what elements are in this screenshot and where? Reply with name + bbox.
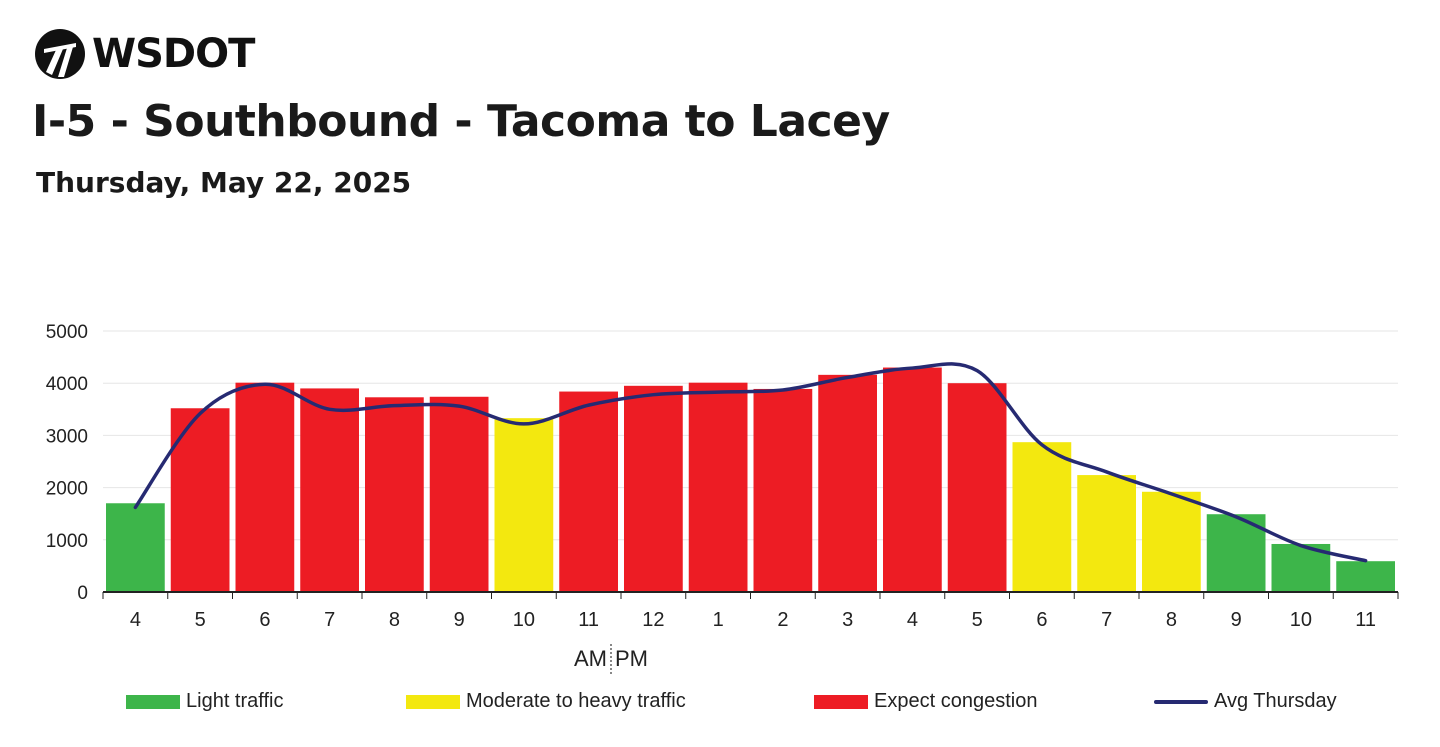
y-tick-label: 0 <box>77 583 88 604</box>
legend-label-avg: Avg Thursday <box>1214 690 1337 712</box>
legend-swatch-light <box>126 694 180 709</box>
wsdot-logo: WSDOT <box>34 28 255 80</box>
x-tick-label: 6 <box>1036 609 1047 631</box>
chart-legend: Light traffic Moderate to heavy traffic … <box>0 690 1440 720</box>
grid-lines <box>103 330 1398 541</box>
x-tick-label: 5 <box>195 609 206 631</box>
bar-congestion <box>883 367 942 592</box>
x-tick-label: 10 <box>1290 609 1312 631</box>
bar-congestion <box>624 385 683 592</box>
avg-thursday-line <box>133 362 1368 563</box>
y-axis-ticks: 0 1000 2000 3000 4000 5000 <box>46 322 88 604</box>
x-tick-label: 8 <box>389 609 400 631</box>
legend-item-moderate: Moderate to heavy traffic <box>406 690 686 713</box>
legend-item-congestion: Expect congestion <box>814 690 1037 713</box>
x-tick-label: 6 <box>259 609 270 631</box>
wsdot-emblem-icon <box>35 29 85 79</box>
bar-moderate <box>494 418 554 592</box>
brand-name: WSDOT <box>92 31 255 77</box>
y-tick-label: 5000 <box>46 322 88 343</box>
y-tick-label: 4000 <box>46 374 88 395</box>
bar-light <box>1336 561 1395 592</box>
x-axis-ticks: 4 5 6 7 8 9 10 11 12 1 2 3 4 5 6 7 8 9 10 11 <box>130 609 1376 631</box>
am-pm-divider <box>610 644 612 674</box>
bar-congestion <box>818 374 877 592</box>
x-tick-label: 7 <box>324 609 335 631</box>
bar-congestion <box>559 391 618 592</box>
bar-congestion <box>688 382 748 592</box>
pm-label: PM <box>615 646 648 671</box>
bar-congestion <box>429 396 489 592</box>
x-tick-label: 5 <box>972 609 983 631</box>
x-tick-label: 9 <box>454 609 465 631</box>
bars <box>106 367 1395 592</box>
y-tick-label: 2000 <box>46 479 88 500</box>
bar-light <box>106 503 165 592</box>
y-tick-label: 1000 <box>46 531 88 552</box>
bar-congestion <box>947 383 1007 592</box>
x-tick-label: 11 <box>1355 609 1376 631</box>
x-tick-label: 7 <box>1101 609 1112 631</box>
x-tick-label: 1 <box>713 609 724 631</box>
x-tick-label: 2 <box>777 609 788 631</box>
avg-line-layer <box>133 362 1368 563</box>
legend-swatch-moderate <box>406 694 460 709</box>
bar-congestion <box>235 382 295 592</box>
legend-swatch-congestion <box>814 694 868 709</box>
bar-congestion <box>365 397 424 592</box>
legend-swatch-avg-line <box>1154 699 1208 704</box>
x-tick-label: 3 <box>842 609 853 631</box>
x-tick-label: 12 <box>642 609 664 631</box>
bar-moderate <box>1077 475 1136 592</box>
bar-congestion <box>300 388 359 592</box>
legend-label-light: Light traffic <box>186 690 284 712</box>
x-tick-label: 4 <box>130 609 141 631</box>
am-pm-label: AM PM <box>574 644 648 674</box>
y-tick-label: 3000 <box>46 426 88 447</box>
legend-item-avg: Avg Thursday <box>1154 690 1337 713</box>
bar-congestion <box>753 388 813 592</box>
x-tick-label: 8 <box>1166 609 1177 631</box>
x-axis <box>102 591 1399 599</box>
page-title: I-5 - Southbound - Tacoma to Lacey <box>32 96 890 147</box>
legend-item-light: Light traffic <box>126 690 283 713</box>
legend-label-congestion: Expect congestion <box>874 690 1038 712</box>
x-tick-label: 11 <box>578 609 599 631</box>
x-tick-label: 4 <box>907 609 918 631</box>
legend-label-moderate: Moderate to heavy traffic <box>466 690 686 712</box>
x-tick-label: 10 <box>513 609 535 631</box>
bar-moderate <box>1142 491 1201 592</box>
x-tick-label: 9 <box>1231 609 1242 631</box>
bar-moderate <box>1012 442 1072 592</box>
page-subtitle: Thursday, May 22, 2025 <box>36 166 412 199</box>
am-label: AM <box>574 646 607 671</box>
